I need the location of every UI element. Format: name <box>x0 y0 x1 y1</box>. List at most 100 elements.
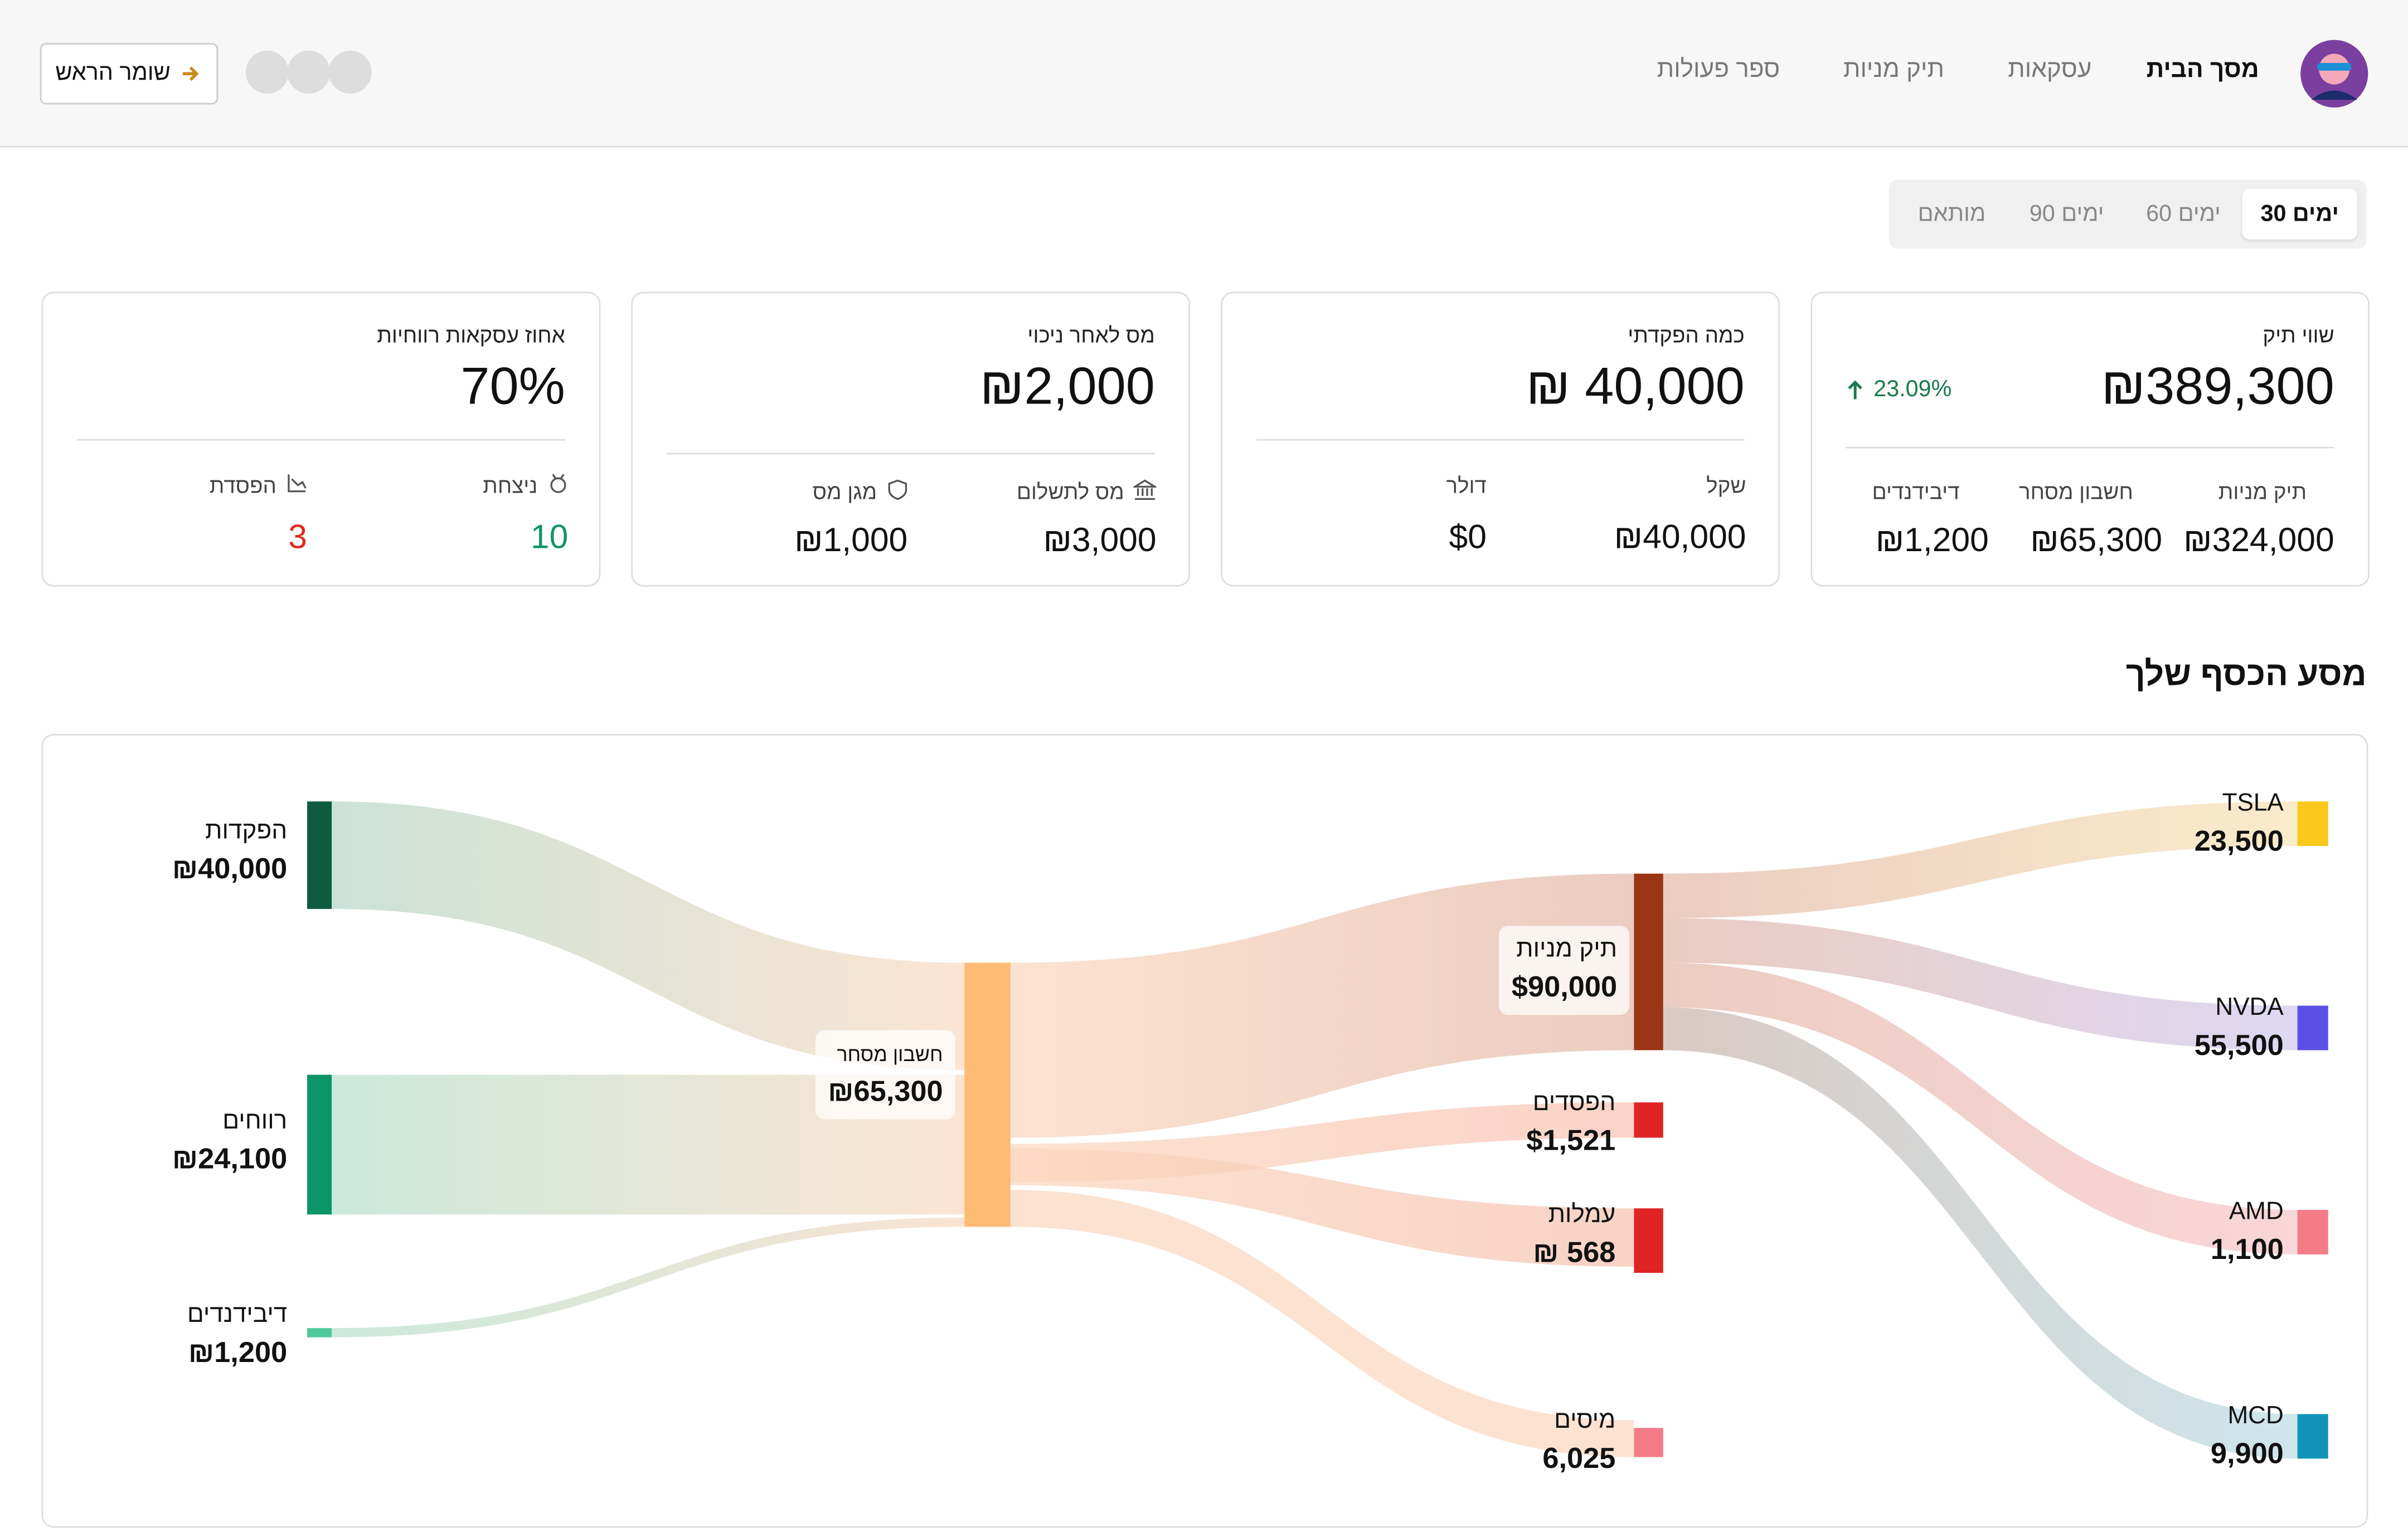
card: כמה הפקדתי ₪ 40,000 שקל ₪40,000 דולר $0 <box>1221 291 1780 587</box>
loading-dots <box>245 50 372 94</box>
item-value: ₪3,000 <box>1043 520 1157 559</box>
item-label: הפסדת <box>209 473 276 498</box>
sankey-node <box>307 801 332 909</box>
node-name: רווחים <box>222 1108 288 1135</box>
node-name: דיבידנדים <box>187 1302 288 1329</box>
chart-down-icon <box>288 474 307 493</box>
node-name: תיק מניות <box>1516 936 1618 963</box>
node-value: ₪ 568 <box>1533 1237 1616 1270</box>
item-value: ₪324,000 <box>2183 520 2334 559</box>
node-value: 1,100 <box>2210 1234 2284 1267</box>
item-value: ₪40,000 <box>1614 517 1746 556</box>
period-tab[interactable]: 30 ימים <box>2260 201 2339 227</box>
sankey-link <box>1010 873 1634 1138</box>
period-tabs: 30 ימים 60 ימים 90 ימים מותאם <box>1888 179 2367 249</box>
sankey-link <box>1010 1190 1634 1457</box>
item-label: מס לתשלום <box>1016 479 1124 504</box>
node-label: דיבידנדים ₪1,200 <box>187 1297 287 1374</box>
sankey-link <box>332 801 965 1071</box>
card-title: כמה הפקדתי <box>1628 322 1745 347</box>
nav-item[interactable]: תיק מניות <box>1843 56 1944 83</box>
card-title: אחוז עסקאות רווחיות <box>377 322 565 347</box>
node-name: חשבון מסחר <box>837 1042 943 1066</box>
item-label: דיבידנדים <box>1872 479 1960 504</box>
sankey-link <box>332 1217 965 1337</box>
sankey-node <box>2297 1210 2328 1254</box>
divider <box>666 453 1155 455</box>
card-value: ₪2,000 <box>979 357 1155 416</box>
card: אחוז עסקאות רווחיות 70% ניצחת 10 הפסדת 3 <box>41 291 601 587</box>
sankey-node <box>1634 1428 1663 1457</box>
node-label: רווחים ₪24,100 <box>172 1104 287 1181</box>
period-tab[interactable]: מותאם <box>1917 201 1986 227</box>
node-label: הפסדים $1,521 <box>1526 1086 1615 1163</box>
item-label: חשבון מסחר <box>2019 479 2133 504</box>
sankey-link <box>1663 1007 2298 1459</box>
node-label: NVDA 55,500 <box>2195 990 2284 1067</box>
node-name: עמלות <box>1548 1202 1616 1229</box>
sankey-node <box>2297 801 2328 847</box>
sankey-node <box>1634 873 1663 1050</box>
card-value: 70% <box>460 357 565 416</box>
node-label: עמלות ₪ 568 <box>1533 1198 1615 1275</box>
card-title: מס לאחר ניכוי <box>1027 322 1155 347</box>
card-title: שווי תיק <box>2263 322 2334 347</box>
item-value: 10 <box>530 517 569 556</box>
divider <box>1846 446 2334 449</box>
node-label: תיק מניות $90,000 <box>1499 926 1630 1015</box>
node-name: מיסים <box>1554 1408 1616 1434</box>
item-value: ₪1,200 <box>1875 520 1989 559</box>
node-value: 9,900 <box>2210 1438 2284 1471</box>
item-value: ₪65,300 <box>2030 520 2163 559</box>
medal-icon <box>550 474 566 493</box>
card: מס לאחר ניכוי ₪2,000 מס לתשלום ₪3,000 מג… <box>631 291 1191 587</box>
sankey-node <box>2297 1005 2328 1050</box>
sankey-link <box>1663 918 2298 1050</box>
item-value: 3 <box>288 517 308 556</box>
nav-item[interactable]: עסקאות <box>2008 56 2092 83</box>
item-label: מגן מס <box>812 479 877 504</box>
guard-button[interactable]: שומר הראש <box>40 43 219 105</box>
sankey-node <box>307 1074 332 1215</box>
period-tab[interactable]: 60 ימים <box>2146 201 2221 227</box>
sankey-link <box>1663 801 2298 918</box>
node-label: TSLA 23,500 <box>2195 786 2284 863</box>
node-value: 55,500 <box>2194 1030 2284 1063</box>
card-value: ₪ 40,000 <box>1526 357 1745 416</box>
up-arrow <box>1848 380 1862 400</box>
nav-item[interactable]: ספר פעולות <box>1657 56 1780 83</box>
node-label: MCD 9,900 <box>2211 1399 2284 1476</box>
sankey-node <box>307 1328 332 1337</box>
period-tab[interactable]: 90 ימים <box>2029 201 2104 227</box>
node-name: MCD <box>2227 1403 2284 1429</box>
bank-icon <box>1133 479 1157 500</box>
item-label: דולר <box>1446 473 1487 498</box>
card: שווי תיק ₪389,300 23.09% תיק מניות ₪324,… <box>1810 291 2370 587</box>
node-value: 6,025 <box>1542 1443 1616 1476</box>
active-tab-bg <box>2242 188 2358 240</box>
node-label: AMD 1,100 <box>2211 1194 2284 1271</box>
avatar[interactable] <box>2299 38 2370 109</box>
button-icon <box>182 66 199 81</box>
node-name: הפקדות <box>205 818 288 845</box>
sankey-node <box>1634 1208 1663 1273</box>
sankey-link <box>1010 1148 1634 1267</box>
item-value: $0 <box>1449 517 1487 556</box>
sankey-node <box>964 962 1011 1227</box>
sankey-link <box>332 1074 965 1215</box>
divider <box>76 439 565 441</box>
node-name: הפסדים <box>1532 1090 1616 1116</box>
sankey-node <box>2297 1414 2328 1459</box>
divider <box>1256 439 1745 441</box>
shield-icon <box>888 479 907 500</box>
sankey-panel <box>41 733 2368 1528</box>
item-value: ₪1,000 <box>794 520 908 559</box>
nav-item[interactable]: מסך הבית <box>2146 56 2259 83</box>
node-value: 23,500 <box>2194 826 2284 859</box>
node-label: חשבון מסחר ₪65,300 <box>815 1030 955 1120</box>
node-value: ₪24,100 <box>172 1144 288 1176</box>
node-value: ₪65,300 <box>828 1076 943 1109</box>
node-label: הפקדות ₪40,000 <box>172 814 287 891</box>
